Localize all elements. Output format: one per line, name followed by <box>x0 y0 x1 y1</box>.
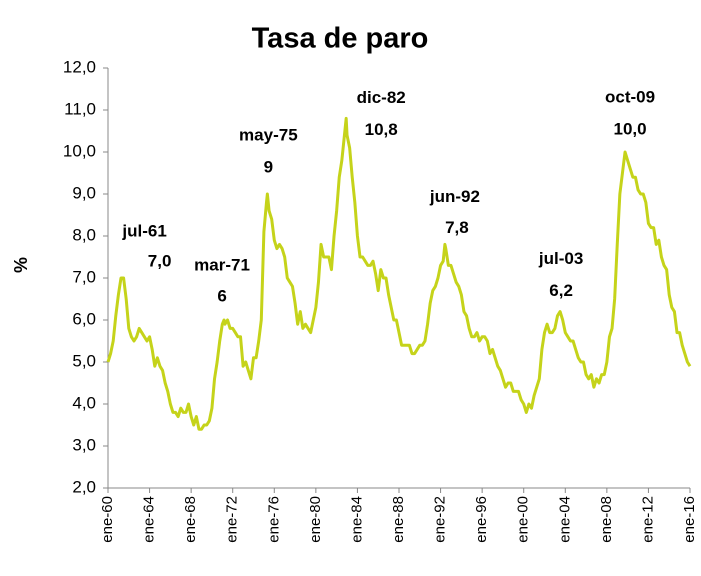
x-tick-label: ene-16 <box>681 496 698 543</box>
annotation-value: 7,0 <box>148 251 172 270</box>
x-tick-label: ene-08 <box>598 496 615 543</box>
annotation-value: 10,0 <box>613 119 646 138</box>
y-tick-label: 6,0 <box>72 309 96 328</box>
y-tick-label: 4,0 <box>72 393 96 412</box>
x-tick-label: ene-80 <box>307 496 324 543</box>
annotation-label: jul-61 <box>121 221 166 240</box>
chart-title: Tasa de paro <box>252 23 429 55</box>
x-tick-label: ene-04 <box>556 496 573 543</box>
y-tick-label: 11,0 <box>64 99 96 118</box>
annotation-label: oct-09 <box>605 87 655 106</box>
annotation-label: jun-92 <box>429 187 480 206</box>
annotation-label: mar-71 <box>194 255 250 274</box>
x-tick-label: ene-88 <box>390 496 407 543</box>
annotation-value: 6 <box>217 286 226 305</box>
annotation-value: 9 <box>264 157 273 176</box>
annotation-label: jul-03 <box>538 249 583 268</box>
x-tick-label: ene-76 <box>265 496 282 543</box>
y-tick-label: 2,0 <box>72 477 96 496</box>
annotation-label: dic-82 <box>357 88 406 107</box>
annotation-value: 10,8 <box>365 120 398 139</box>
y-tick-label: 5,0 <box>72 351 96 370</box>
y-tick-label: 12,0 <box>63 57 96 76</box>
y-axis-label: % <box>11 257 31 273</box>
annotation-value: 7,8 <box>445 218 469 237</box>
annotation-value: 6,2 <box>549 281 573 300</box>
y-tick-label: 3,0 <box>72 435 96 454</box>
x-tick-label: ene-68 <box>182 496 199 543</box>
x-tick-label: ene-72 <box>224 496 241 543</box>
x-tick-label: ene-12 <box>639 496 656 543</box>
data-line <box>106 116 692 431</box>
y-tick-label: 7,0 <box>72 267 96 286</box>
y-tick-label: 8,0 <box>72 225 96 244</box>
y-tick-label: 9,0 <box>72 183 96 202</box>
annotation-label: may-75 <box>239 125 298 144</box>
x-tick-label: ene-96 <box>473 496 490 543</box>
x-tick-label: ene-64 <box>141 496 158 543</box>
x-tick-label: ene-00 <box>515 496 532 543</box>
y-tick-label: 10,0 <box>63 141 96 160</box>
x-tick-label: ene-84 <box>348 496 365 543</box>
x-tick-label: ene-92 <box>432 496 449 543</box>
x-tick-label: ene-60 <box>99 496 116 543</box>
